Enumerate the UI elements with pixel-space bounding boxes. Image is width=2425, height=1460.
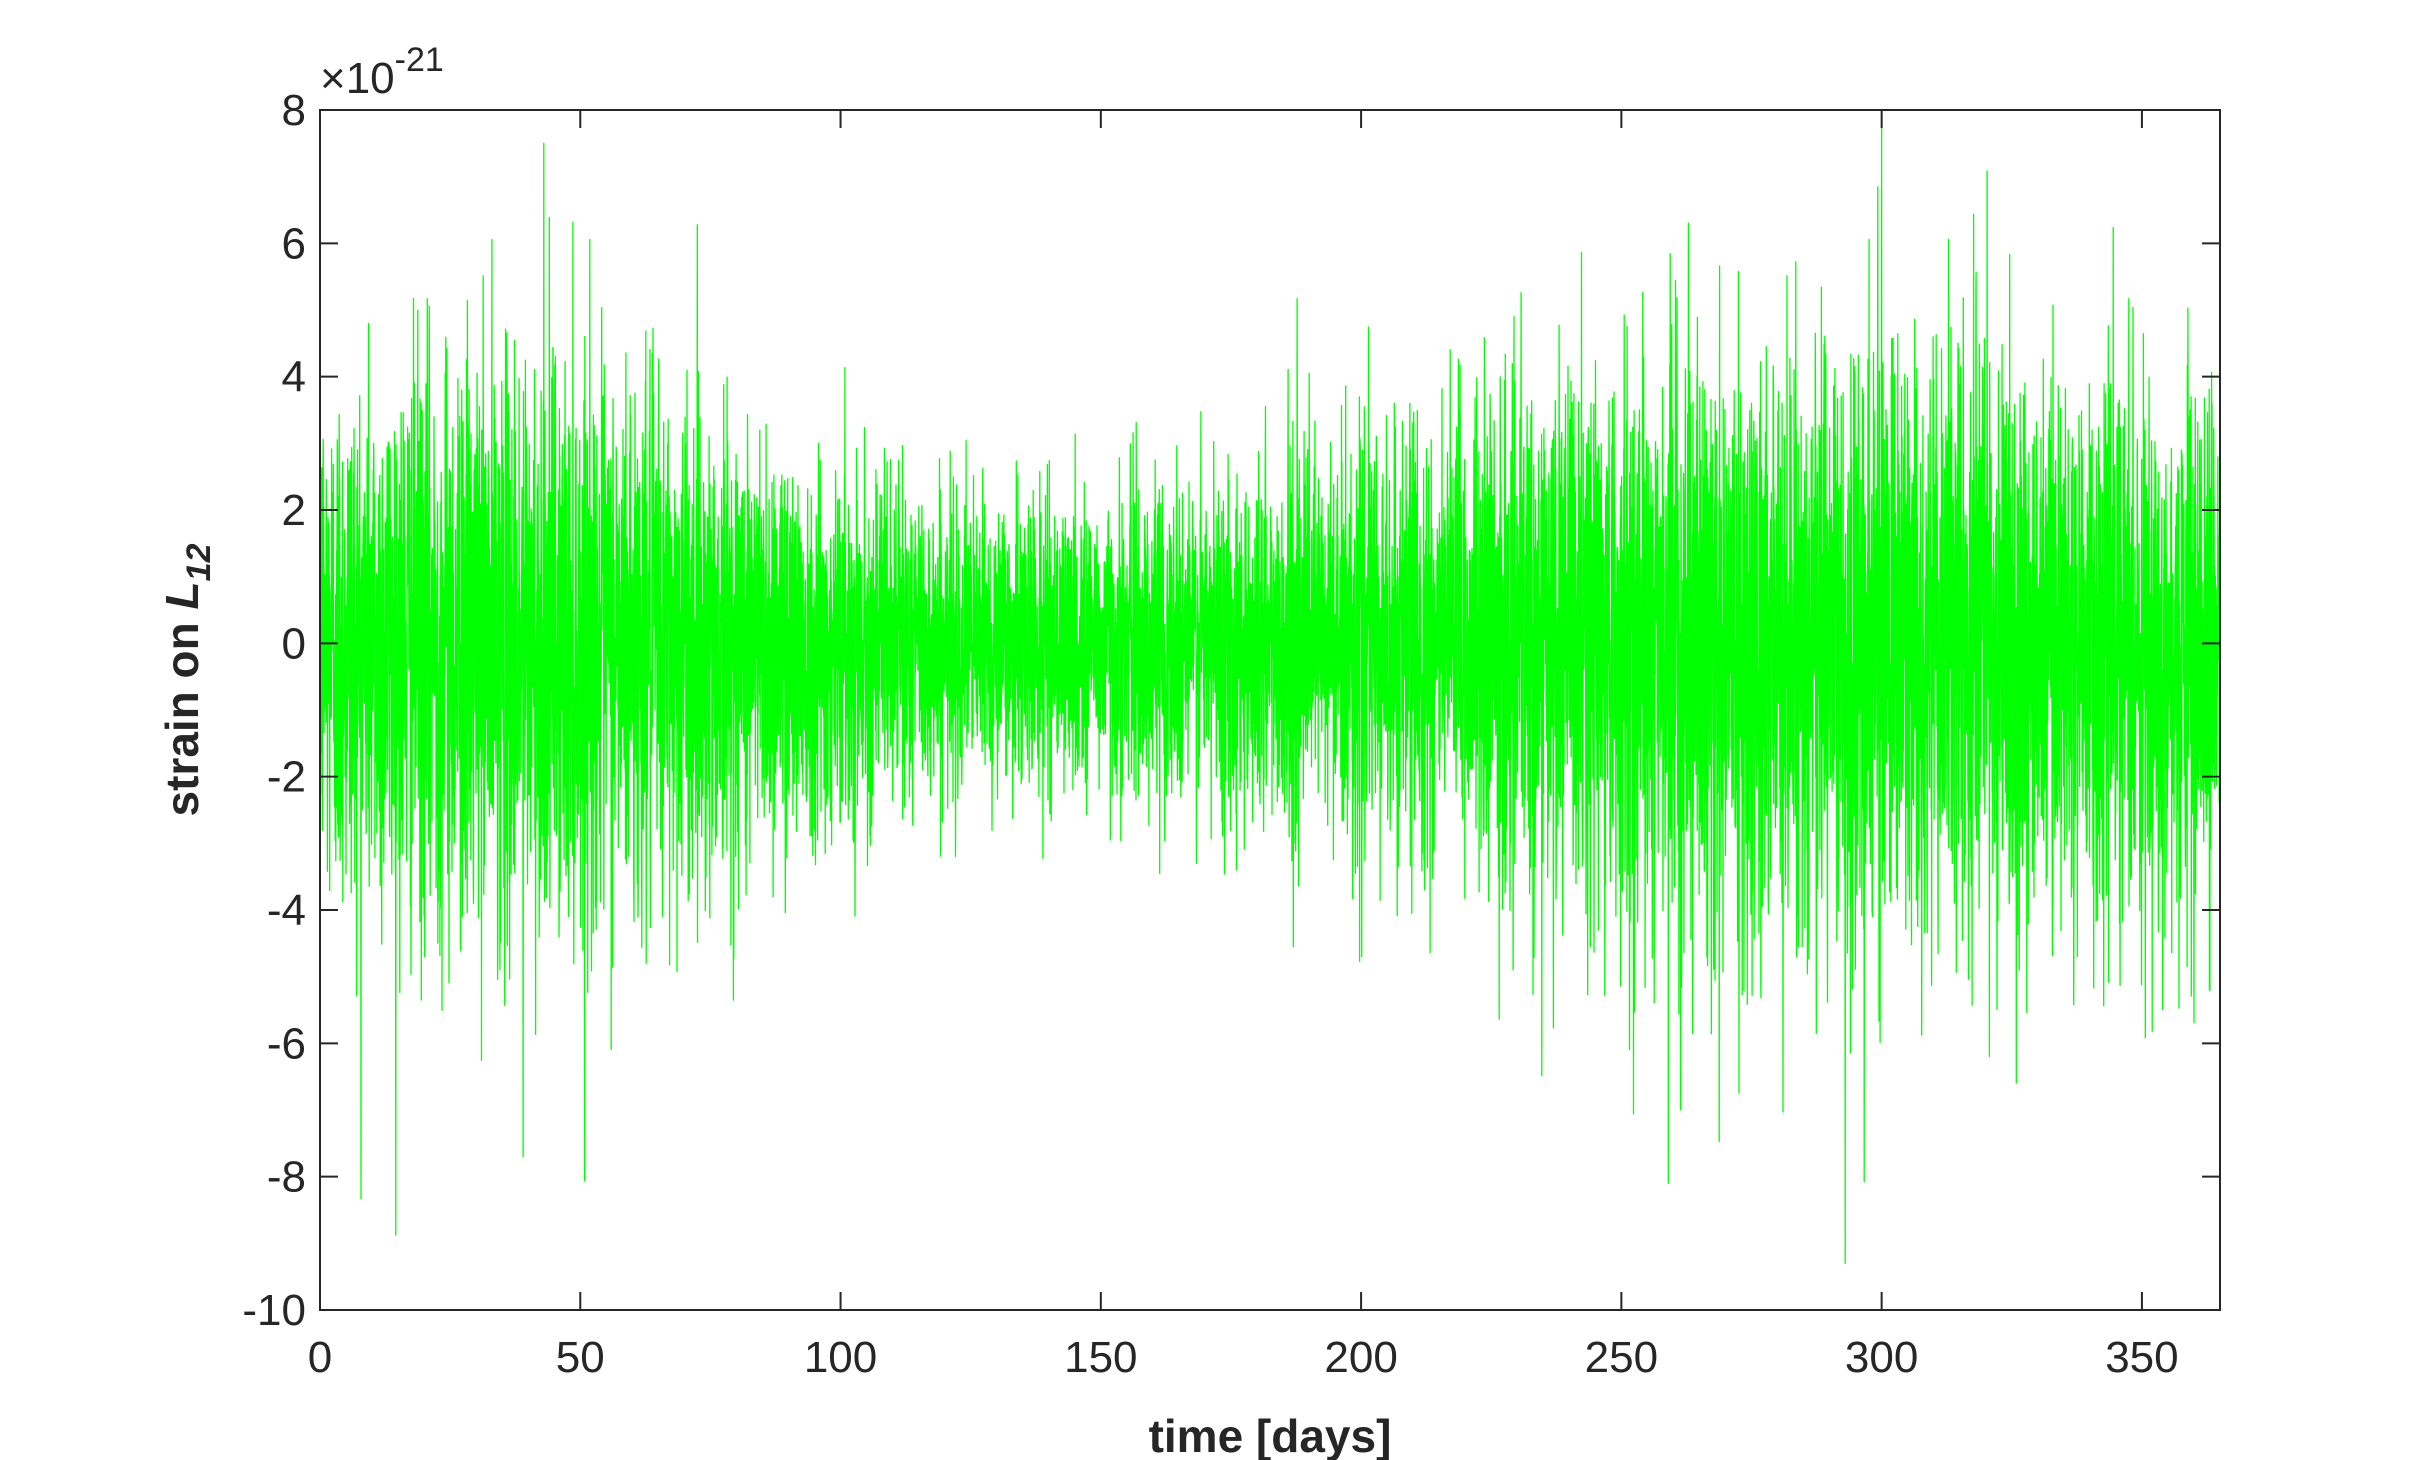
x-tick-label: 50 — [556, 1333, 605, 1382]
strain-series-line — [319, 109, 2221, 1264]
y-exponent-prefix: ×10 — [320, 54, 395, 103]
y-axis-title: strain on L12 — [156, 543, 218, 816]
plot-frame — [319, 109, 2221, 1311]
y-axis-title-main: strain on — [156, 609, 208, 816]
x-tick-label: 350 — [2105, 1333, 2178, 1382]
y-exponent-label: ×10-21 — [320, 41, 444, 103]
y-tick-label: -4 — [267, 886, 306, 935]
strain-series — [319, 109, 2221, 1264]
y-tick-label: -2 — [267, 753, 306, 802]
y-tick-label: 0 — [282, 619, 306, 668]
x-tick-label: 300 — [1845, 1333, 1918, 1382]
y-tick-label: -10 — [242, 1286, 306, 1335]
x-tick-label: 0 — [308, 1333, 332, 1382]
x-tick-label: 150 — [1064, 1333, 1137, 1382]
axis-ticks: 0 50 100 150 200 250 300 350 -10 -8 -6 -4 -2 0 2 4 6 8 — [242, 86, 2220, 1382]
y-tick-label: 8 — [282, 86, 306, 135]
x-axis-title: time [days] — [1149, 1410, 1392, 1460]
y-tick-label: -6 — [267, 1019, 306, 1068]
y-tick-label: 4 — [282, 353, 306, 402]
y-axis-title-subscript: 12 — [180, 543, 218, 581]
x-tick-label: 250 — [1585, 1333, 1658, 1382]
y-tick-label: 6 — [282, 219, 306, 268]
x-tick-label: 100 — [804, 1333, 877, 1382]
x-tick-label: 200 — [1324, 1333, 1397, 1382]
y-tick-label: 2 — [282, 486, 306, 535]
y-axis-title-symbol: L — [156, 581, 208, 609]
y-tick-label: -8 — [267, 1153, 306, 1202]
y-exponent-power: -21 — [395, 41, 444, 79]
